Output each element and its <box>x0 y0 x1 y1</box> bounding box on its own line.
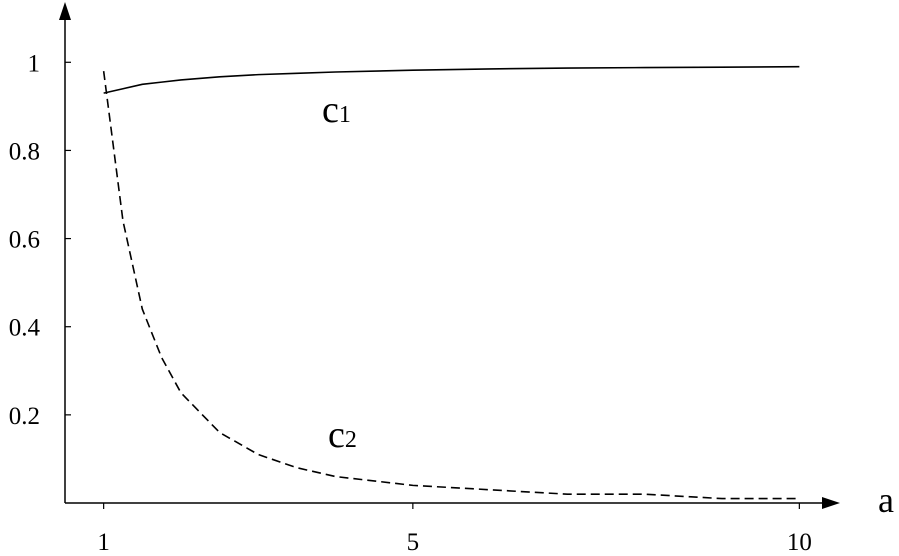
y-tick-label: 0.4 <box>9 315 41 342</box>
y-tick-label: 0.8 <box>9 138 40 165</box>
x-tick-label: 1 <box>97 529 110 556</box>
y-tick-label: 0.6 <box>9 227 40 254</box>
y-tick-label: 0.2 <box>9 403 40 430</box>
y-tick-label: 1 <box>28 50 41 77</box>
x-axis-label: a <box>878 480 894 520</box>
series-label: c1 <box>322 89 351 131</box>
y-axis-arrow <box>59 2 71 20</box>
x-axis-arrow <box>822 497 840 509</box>
x-tick-label: 5 <box>407 529 420 556</box>
x-tick-label: 10 <box>787 529 812 556</box>
series-label: c2 <box>328 414 357 456</box>
series-line <box>103 65 800 94</box>
series-line <box>102 71 800 500</box>
